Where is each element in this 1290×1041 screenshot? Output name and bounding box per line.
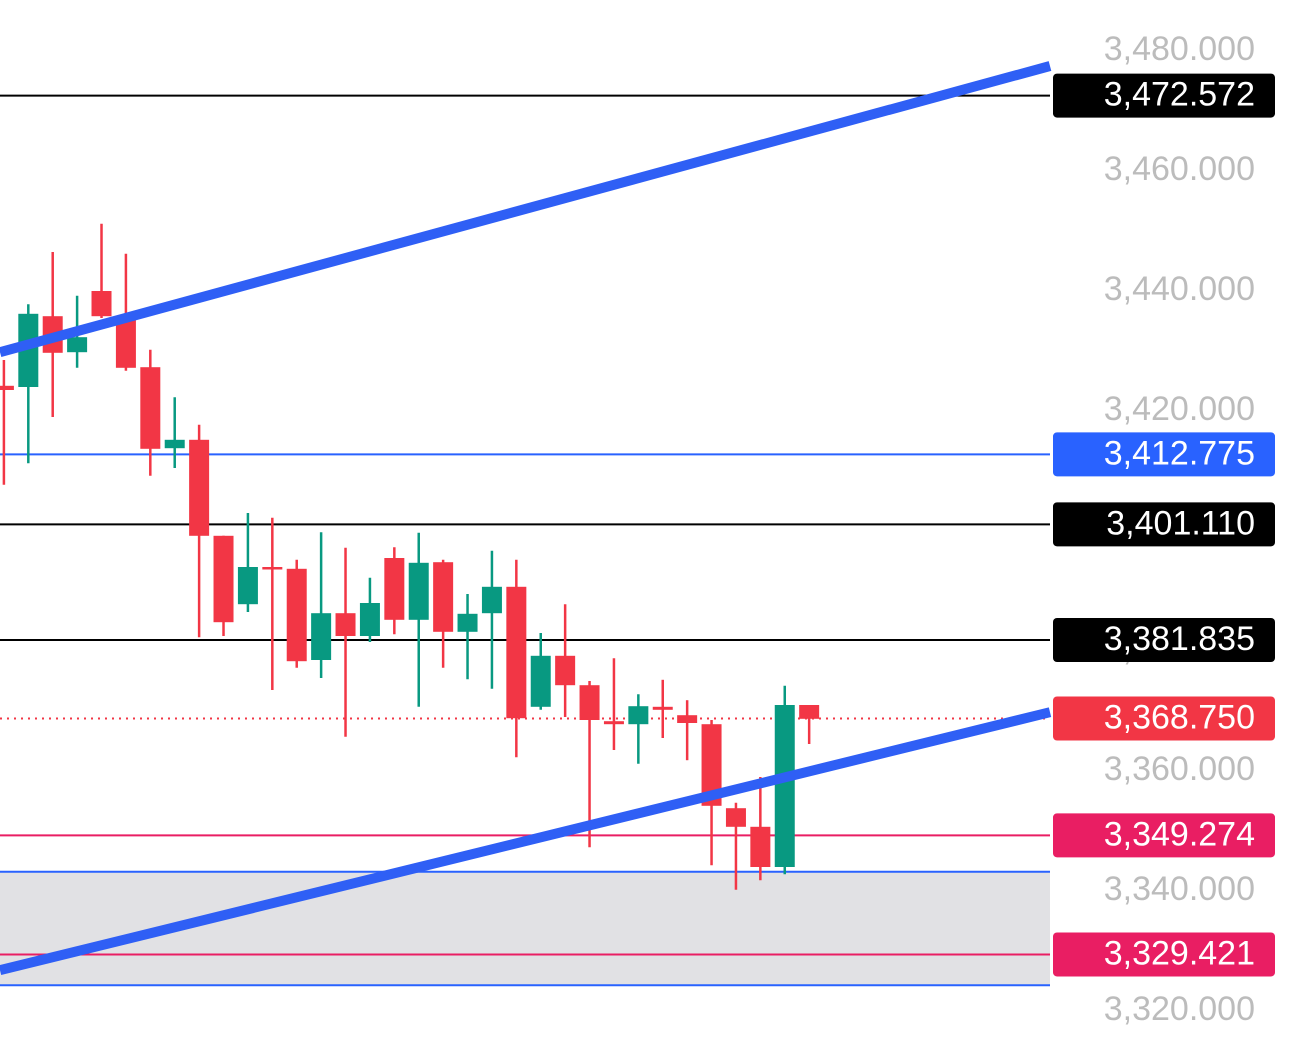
price-label: 3,329.421 — [1104, 934, 1255, 972]
y-tick-label: 3,360.000 — [1104, 750, 1255, 788]
candle-body — [799, 705, 820, 719]
candle-body — [0, 385, 14, 390]
candle-body — [457, 613, 478, 632]
candle-body — [91, 291, 112, 317]
y-tick-label: 3,420.000 — [1104, 390, 1255, 428]
candle-body — [530, 655, 551, 707]
candle-body — [213, 535, 234, 623]
candle-body — [408, 562, 429, 620]
candle-body — [18, 313, 39, 387]
candle-body — [115, 316, 136, 368]
candle-body — [189, 439, 210, 536]
candle-body — [481, 586, 502, 614]
candle-body — [433, 562, 454, 632]
candle-body — [335, 613, 356, 636]
price-label-box — [1053, 502, 1275, 547]
candle-body — [262, 567, 283, 570]
price-label-box — [1053, 696, 1275, 741]
y-tick-label: 3,340.000 — [1104, 870, 1255, 908]
candle-body — [750, 826, 771, 867]
price-label: 3,412.775 — [1104, 434, 1255, 472]
candle-body — [774, 705, 795, 867]
price-label-box — [1053, 73, 1275, 118]
price-label: 3,472.572 — [1104, 76, 1255, 114]
price-label: 3,349.274 — [1104, 815, 1255, 853]
price-label: 3,401.110 — [1106, 504, 1255, 542]
candle-body — [603, 721, 624, 725]
price-label-box — [1053, 617, 1275, 662]
candle-body — [67, 337, 88, 353]
y-tick-label: 3,320.000 — [1104, 990, 1255, 1028]
y-tick-label: 3,440.000 — [1104, 270, 1255, 308]
candle-body — [506, 586, 527, 719]
candle-body — [555, 655, 576, 686]
candle-body — [164, 439, 185, 449]
y-tick-label: 3,460.000 — [1104, 150, 1255, 188]
candle-body — [628, 706, 649, 725]
candle-body — [237, 567, 258, 605]
candle-body — [286, 568, 307, 662]
candle-body — [311, 613, 332, 660]
candle-body — [579, 685, 600, 720]
candle-body — [725, 808, 746, 827]
candle-body — [701, 724, 722, 806]
trend-line — [0, 61, 1052, 358]
price-label-box — [1053, 932, 1275, 977]
price-label-box — [1053, 432, 1275, 477]
y-tick-label: 3,480.000 — [1104, 30, 1255, 68]
price-label: 3,368.750 — [1104, 698, 1255, 736]
candle-body — [652, 706, 673, 710]
candle-body — [677, 715, 698, 723]
candle-body — [140, 367, 161, 449]
price-label: 3,381.835 — [1104, 620, 1255, 658]
candle-body — [384, 558, 405, 620]
trend-line — [0, 707, 1052, 976]
candle-body — [359, 603, 380, 636]
price-label-box — [1053, 813, 1275, 858]
